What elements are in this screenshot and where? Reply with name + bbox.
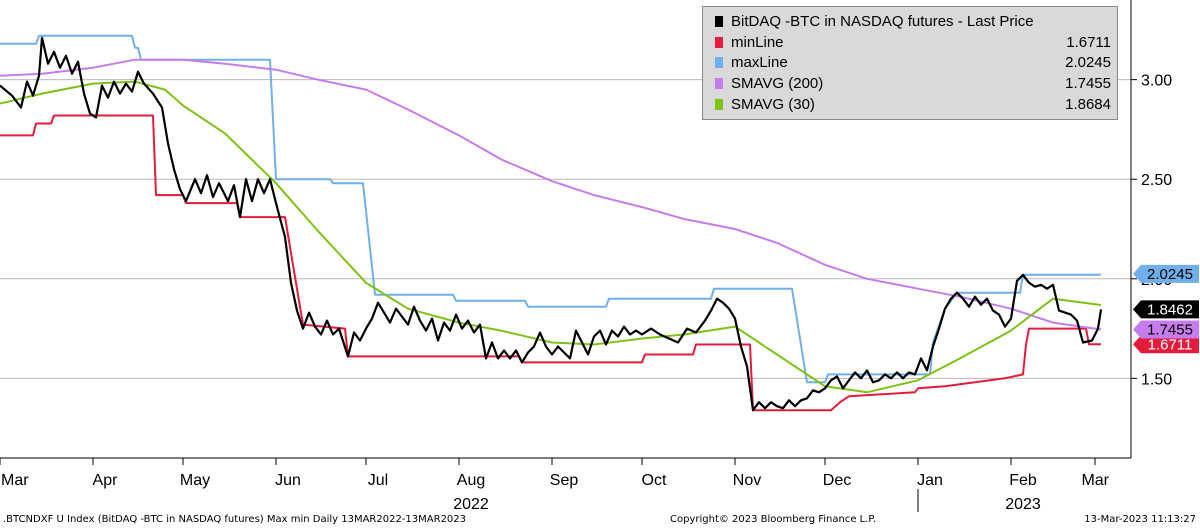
footer-index-description: .BTCNDXF U Index (BitDAQ -BTC in NASDAQ … (3, 514, 467, 525)
legend-value: 1.7455 (1065, 75, 1111, 92)
legend-value: 1.6711 (1066, 34, 1111, 51)
legend-value: 2.0245 (1065, 54, 1111, 71)
series-line-minline (0, 114, 1101, 412)
legend-label: SMAVG (30) (731, 96, 815, 113)
x-tick-label: Jan (917, 472, 943, 489)
legend-label: maxLine (731, 54, 788, 71)
badge-background (1133, 320, 1199, 339)
badge-value: 1.8462 (1147, 301, 1193, 318)
legend-swatch (715, 37, 723, 48)
legend-label: SMAVG (200) (731, 75, 824, 92)
x-tick-label: Mar (1, 472, 29, 489)
legend-item-minline: minLine 1.6711 (709, 33, 1111, 53)
value-badge-smavg-200: 1.7455 (1133, 320, 1199, 339)
legend-swatch (715, 78, 723, 89)
x-tick-label: Oct (642, 472, 667, 489)
value-badge-minline: 1.6711 (1133, 335, 1199, 354)
legend: BitDAQ -BTC in NASDAQ futures - Last Pri… (702, 6, 1118, 120)
legend-item-smavg-200: SMAVG (200) 1.7455 (709, 74, 1111, 94)
x-tick-label: May (180, 472, 210, 489)
x-tick-label: Sep (550, 472, 579, 489)
x-tick-label: Jun (275, 472, 301, 489)
series-line-smavg-200 (0, 58, 1102, 331)
footer-timestamp: 13-Mar-2023 11:13:27 (1084, 514, 1196, 525)
value-badge-maxline: 2.0245 (1133, 264, 1199, 283)
year-label: 2022 (453, 496, 489, 513)
series-line-smavg-30 (0, 80, 1102, 394)
gridlines (0, 79, 1131, 379)
x-tick-label: Dec (823, 472, 851, 489)
value-badge-bitdaq-btc-in-nasdaq-futures-last-price: 1.8462 (1133, 300, 1199, 319)
legend-swatch (715, 16, 723, 27)
x-tick-label: Mar (1081, 472, 1109, 489)
badge-value: 1.7455 (1147, 321, 1193, 338)
badge-value: 2.0245 (1147, 266, 1193, 283)
legend-item-last-price: BitDAQ -BTC in NASDAQ futures - Last Pri… (709, 12, 1111, 32)
legend-label: BitDAQ -BTC in NASDAQ futures - Last Pri… (731, 13, 1034, 30)
x-tick-label: Apr (93, 472, 119, 489)
series-lines (0, 34, 1103, 412)
legend-value: 1.8684 (1065, 96, 1111, 113)
x-tick-label: Aug (457, 472, 485, 489)
legend-item-maxline: maxLine 2.0245 (709, 53, 1111, 73)
value-badges: 1.8462 1.6711 2.0245 1.7455 (1133, 264, 1199, 354)
series-line-bitdaq-btc-in-nasdaq-futures-last-price (0, 36, 1103, 412)
legend-swatch (715, 57, 723, 68)
x-tick-label: Jul (368, 472, 388, 489)
legend-label: minLine (731, 34, 784, 51)
badge-value: 1.6711 (1148, 336, 1193, 353)
y-tick-label: 1.50 (1141, 371, 1172, 388)
y-tick-label: 2.50 (1141, 172, 1172, 189)
x-tick-label: Nov (733, 472, 761, 489)
badge-background (1133, 300, 1199, 319)
legend-item-smavg-30: SMAVG (30) 1.8684 (709, 95, 1111, 115)
y-tick-label: 3.00 (1141, 73, 1172, 90)
badge-background (1133, 264, 1199, 283)
footer-copyright: Copyright© 2023 Bloomberg Finance L.P. (670, 514, 877, 525)
x-tick-label: Feb (1009, 472, 1037, 489)
legend-swatch (715, 99, 723, 110)
year-label: 2023 (1005, 496, 1041, 513)
badge-background (1133, 335, 1199, 354)
